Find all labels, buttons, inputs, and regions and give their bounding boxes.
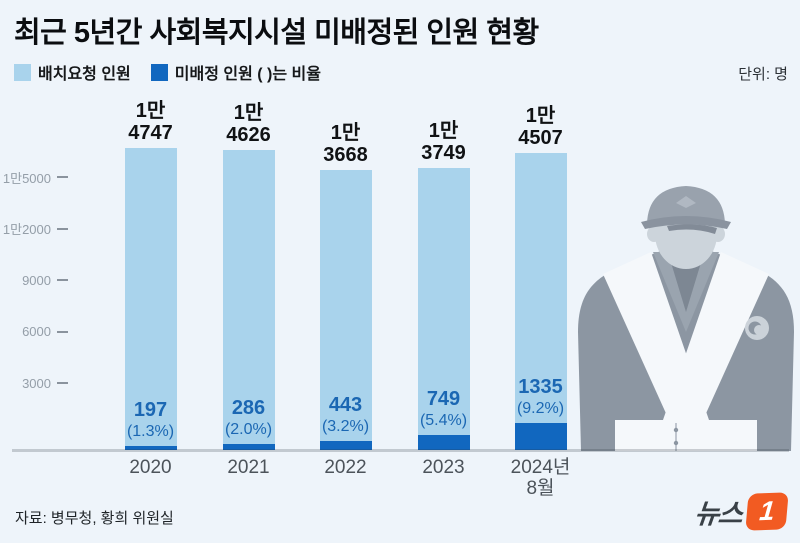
- y-axis-tick: 6000: [0, 323, 68, 341]
- x-axis-label: 2021: [194, 457, 304, 478]
- chart-baseline: [12, 449, 789, 452]
- y-axis-tick-mark: [57, 382, 68, 384]
- bar-total-label: 1만 3749: [389, 120, 499, 164]
- bar-unassigned-value: 443: [328, 394, 363, 416]
- legend-label-unassigned: 미배정 인원 ( )는 비율: [174, 66, 321, 83]
- bar-requested-2020: [124, 148, 177, 450]
- bar-unassigned-percent: (3.2%): [321, 418, 370, 435]
- x-axis-label: 2020: [96, 457, 206, 478]
- bar-unassigned-2020: [124, 446, 177, 450]
- bar-total-label-line: 3668: [323, 144, 368, 166]
- agent-cap-emblem: [676, 196, 696, 208]
- bar-unassigned-percent: (5.4%): [419, 412, 468, 429]
- unit-label: 단위: 명: [738, 66, 788, 83]
- news1-logo-number: 1: [758, 495, 776, 527]
- news1-logo: 뉴스 1: [693, 492, 789, 531]
- x-axis-label: 2024년 8월: [486, 457, 596, 499]
- y-axis-tick-label: 9000: [22, 272, 51, 288]
- chart-legend: 배치요청 인원 미배정 인원 ( )는 비율: [14, 60, 321, 84]
- bar-total-label-line: 4507: [518, 127, 563, 149]
- bar-unassigned-value: 197: [133, 399, 168, 421]
- bar-requested-2022: [319, 170, 372, 450]
- y-axis-tick-mark: [57, 176, 68, 178]
- legend-swatch-requested: [14, 63, 31, 81]
- y-axis-tick-label: 6000: [22, 324, 51, 339]
- x-axis-label: 2023: [389, 457, 499, 478]
- agent-strap-right: [663, 252, 769, 420]
- bar-unassigned-2023: [417, 435, 470, 450]
- y-axis-tick: 1만5000: [0, 168, 68, 186]
- bar-total-label-line: 4626: [226, 124, 271, 146]
- x-axis-label-line: 2021: [227, 457, 270, 478]
- bar-total-label: 1만 4747: [96, 100, 206, 144]
- bar-total-label: 1만 4507: [486, 105, 596, 149]
- agent-hair: [667, 224, 717, 234]
- x-axis-label-line: 2020: [129, 457, 172, 478]
- y-axis-tick: 9000: [0, 271, 68, 289]
- y-axis-tick-label: 1만5000: [2, 170, 51, 186]
- bar-requested-2024년 8월: [514, 153, 567, 450]
- x-axis-label-line: 2024년: [510, 457, 571, 478]
- legend-label-requested: 배치요청 인원: [38, 66, 131, 83]
- bar-unassigned-value: 749: [426, 388, 461, 410]
- bar-unassigned-percent: (9.2%): [516, 400, 565, 417]
- bar-unassigned-2022: [319, 441, 372, 450]
- legend-swatch-unassigned: [150, 63, 168, 81]
- agent-button-top: [673, 427, 679, 433]
- y-axis-tick-label: 1만2000: [2, 222, 51, 237]
- bar-total-label-line: 1만: [330, 122, 361, 144]
- bar-total-label-line: 1만: [525, 105, 556, 127]
- agent-waistband: [615, 420, 757, 451]
- bar-total-label: 1만 3668: [291, 122, 401, 166]
- y-axis-tick-mark: [57, 227, 68, 230]
- bar-unassigned-percent: (2.0%): [224, 421, 273, 438]
- agent-button-bottom: [673, 440, 679, 446]
- x-axis-label-line: 2022: [324, 457, 367, 478]
- bar-unassigned-percent: (1.3%): [126, 423, 175, 440]
- y-axis-tick-label: 3000: [22, 375, 51, 391]
- news1-logo-box: 1: [745, 492, 789, 531]
- bar-total-label-line: 1만: [135, 100, 166, 122]
- bar-total-label-line: 1만: [428, 120, 459, 142]
- y-axis-tick-mark: [57, 279, 68, 281]
- x-axis-label-line: 8월: [526, 478, 555, 499]
- x-axis-label: 2022: [291, 457, 401, 478]
- bar-total-label-line: 1만: [233, 102, 264, 124]
- bar-requested-2023: [417, 168, 470, 450]
- news1-logo-text: 뉴스: [693, 499, 744, 529]
- bar-total-label: 1만 4626: [194, 102, 304, 146]
- y-axis-tick: 3000: [0, 374, 68, 392]
- agent-arm-badge-mark-cut: [754, 325, 764, 335]
- y-axis-tick: 1만2000: [0, 220, 68, 238]
- x-axis-label-line: 2023: [422, 457, 465, 478]
- agent-cap-brim: [641, 216, 731, 229]
- source-note: 자료: 병무청, 황희 위원실: [15, 510, 174, 527]
- bar-unassigned-value: 1335: [518, 376, 563, 398]
- bar-unassigned-2021: [222, 444, 275, 450]
- y-axis-tick-mark: [57, 330, 68, 333]
- social-service-agent-illustration: [578, 186, 794, 451]
- agent-shirt-inner: [669, 256, 703, 312]
- page-title: 최근 5년간 사회복지시설 미배정된 인원 현황: [14, 17, 539, 49]
- bar-unassigned-2024년 8월: [514, 423, 567, 450]
- bar-unassigned-value: 286: [231, 397, 266, 419]
- bar-total-label-line: 4747: [128, 122, 173, 144]
- bar-requested-2021: [222, 150, 275, 450]
- bar-total-label-line: 3749: [421, 142, 466, 164]
